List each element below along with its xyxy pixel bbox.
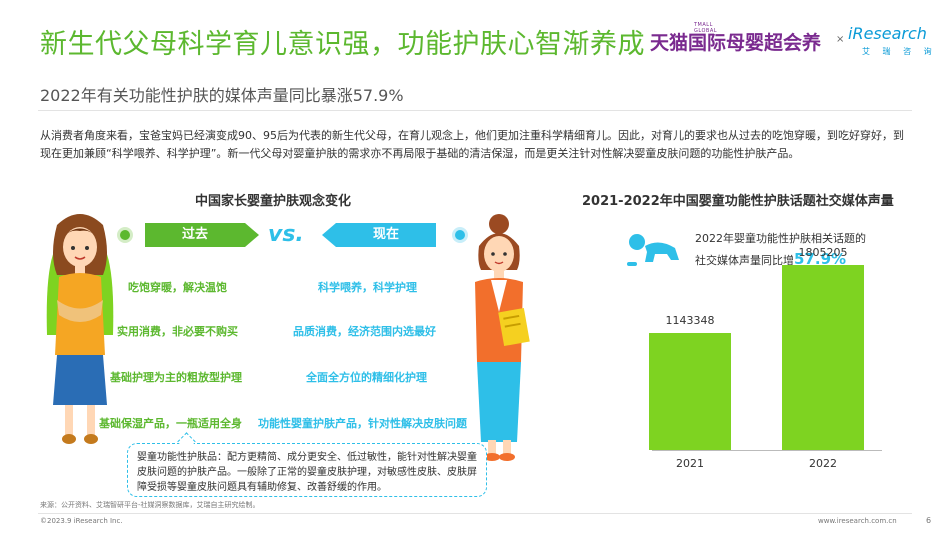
- now-item: 功能性婴童护肤产品，针对性解决皮肤问题: [258, 417, 467, 430]
- past-dot: [120, 230, 130, 240]
- logo-separator: ×: [836, 34, 845, 45]
- now-dot: [455, 230, 465, 240]
- tmall-logo-small-text: TMALL GLOBAL: [694, 22, 718, 34]
- vs-label: vs.: [268, 222, 304, 247]
- now-item: 全面全方位的精细化护理: [306, 371, 427, 384]
- modern-mother-illustration: [475, 214, 530, 461]
- definition-note-box: [127, 443, 487, 497]
- growth-caption-line2: 社交媒体声量同比增57.9%: [695, 250, 846, 268]
- iresearch-logo-text: iResearch: [848, 24, 927, 43]
- page-number: 6: [926, 516, 932, 525]
- left-panel-title: 中国家长婴童护肤观念变化: [195, 194, 352, 209]
- right-panel-title: 2021-2022年中国婴童功能性护肤话题社交媒体声量: [582, 194, 894, 209]
- now-label: 现在: [336, 223, 436, 247]
- copyright: ©2023.9 iResearch Inc.: [40, 517, 123, 525]
- growth-value: 57.9%: [794, 250, 847, 268]
- source-note: 来源：公开资料、艾瑞智研平台-社媒洞察数据库，艾瑞自主研究绘制。: [40, 501, 260, 509]
- growth-caption-line2-text: 社交媒体声量同比增: [695, 254, 794, 267]
- x-tick-label: 2021: [676, 457, 704, 470]
- past-item: 基础保湿产品，一瓶适用全身: [99, 417, 242, 430]
- tmall-logo-main-text: 天猫国际母婴超会养: [650, 32, 822, 54]
- past-item: 实用消费，非必要不购买: [117, 325, 238, 338]
- past-item: 吃饱穿暖，解决温饱: [128, 281, 227, 294]
- growth-caption-line1: 2022年婴童功能性护肤相关话题的: [695, 232, 866, 245]
- x-tick-label: 2022: [809, 457, 837, 470]
- definition-note: 婴童功能性护肤品：配方更精简、成分更安全、低过敏性，能针对性解决婴童皮肤问题的护…: [137, 452, 477, 493]
- page-title: 新生代父母科学育儿意识强，功能护肤心智渐养成: [40, 29, 645, 60]
- now-item: 品质消费，经济范围内选最好: [293, 325, 436, 338]
- iresearch-logo-subtext: 艾 瑞 咨 询: [862, 47, 937, 56]
- chart-bar: [649, 332, 731, 450]
- bar-value-label: 1805205: [798, 245, 848, 259]
- past-arrow: [245, 223, 259, 247]
- x-axis: [652, 450, 882, 451]
- traditional-mother-illustration: [46, 214, 114, 444]
- crawling-baby-icon: [627, 234, 679, 266]
- footer-divider: [38, 513, 912, 514]
- intro-paragraph: 从消费者角度来看，宝爸宝妈已经演变成90、95后为代表的新生代父母，在育儿观念上…: [40, 129, 904, 160]
- past-label: 过去: [145, 223, 245, 247]
- now-item: 科学喂养，科学护理: [318, 281, 417, 294]
- page-subtitle: 2022年有关功能性护肤的媒体声量同比暴涨57.9%: [40, 86, 404, 105]
- chart-bar: [782, 264, 864, 450]
- website-link[interactable]: www.iresearch.com.cn: [818, 517, 897, 525]
- bar-value-label: 1143348: [665, 313, 715, 327]
- now-arrow: [322, 223, 336, 247]
- divider: [38, 110, 912, 111]
- past-item: 基础护理为主的粗放型护理: [110, 371, 242, 384]
